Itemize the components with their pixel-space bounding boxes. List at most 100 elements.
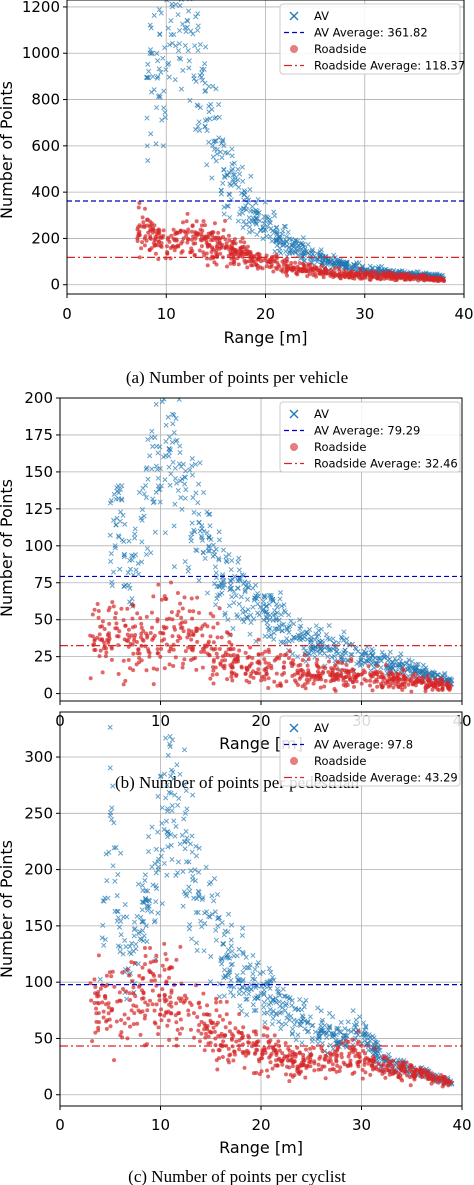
data-point (215, 655, 220, 660)
data-point (168, 245, 173, 250)
data-point (220, 1054, 225, 1059)
data-point (89, 998, 94, 1003)
data-point (246, 1040, 251, 1045)
data-point (144, 614, 149, 619)
data-point (192, 878, 198, 884)
legend-marker-x (289, 409, 299, 419)
data-point (144, 115, 150, 121)
data-point (176, 795, 182, 802)
data-point (212, 138, 218, 144)
data-point (261, 220, 267, 227)
data-point (255, 660, 260, 665)
data-point (135, 560, 141, 566)
data-point (117, 566, 123, 572)
data-point (342, 647, 348, 653)
data-point (296, 636, 302, 642)
data-point (272, 213, 278, 219)
data-point (234, 972, 240, 978)
x-tick-label: 10 (157, 305, 176, 323)
data-point (155, 667, 160, 672)
data-point (159, 597, 164, 602)
data-point (313, 623, 319, 629)
legend-box (279, 401, 461, 473)
data-point (349, 657, 354, 662)
data-point (209, 893, 215, 899)
data-point (151, 12, 157, 18)
data-point (253, 582, 259, 588)
data-point (420, 1075, 425, 1080)
data-point (217, 149, 224, 155)
legend-label: AV (314, 407, 329, 421)
data-point (159, 805, 165, 811)
data-point (150, 443, 156, 449)
data-point (280, 259, 285, 264)
data-point (202, 61, 208, 67)
data-point (162, 109, 168, 115)
data-point (331, 1031, 337, 1037)
data-point (315, 1005, 321, 1011)
data-point (205, 263, 210, 268)
data-point (150, 496, 156, 502)
data-point (271, 209, 277, 215)
data-point (295, 1032, 301, 1038)
data-point (254, 231, 260, 238)
data-point (204, 127, 210, 134)
data-point (326, 1024, 332, 1030)
data-point (181, 1000, 186, 1005)
data-point (269, 666, 274, 671)
data-point (133, 624, 138, 629)
data-point (201, 991, 206, 996)
data-point (248, 986, 255, 992)
data-point (104, 878, 110, 884)
data-point (307, 272, 312, 277)
data-point (122, 521, 128, 527)
data-point (108, 498, 114, 504)
data-point (317, 665, 322, 670)
data-point (142, 877, 148, 884)
data-point (169, 40, 175, 46)
data-point (407, 277, 412, 282)
data-point (148, 550, 154, 556)
data-point (127, 991, 132, 996)
data-point (172, 248, 177, 253)
data-point (157, 993, 162, 998)
data-point (359, 672, 364, 677)
data-point (231, 1033, 236, 1038)
data-point (216, 537, 222, 543)
data-point (298, 623, 304, 629)
data-point (168, 390, 172, 394)
data-point (281, 242, 287, 248)
data-point (125, 1036, 130, 1041)
data-point (195, 47, 201, 54)
data-point (145, 436, 151, 443)
data-point (136, 1008, 141, 1013)
y-tick-label: 400 (31, 183, 60, 201)
data-point (228, 922, 235, 928)
y-tick-label: 0 (43, 685, 53, 703)
data-point (353, 266, 359, 272)
data-point (221, 211, 227, 217)
data-point (218, 661, 223, 666)
data-point (256, 1057, 261, 1062)
data-point (326, 1060, 331, 1065)
data-point (291, 658, 296, 663)
data-point (323, 666, 328, 671)
data-point (238, 206, 244, 212)
data-point (100, 1000, 105, 1005)
data-point (213, 570, 219, 576)
data-point (191, 633, 196, 638)
data-point (246, 1033, 251, 1038)
data-point (140, 965, 145, 970)
data-point (196, 869, 202, 875)
data-point (101, 942, 107, 948)
data-point (166, 1018, 171, 1023)
data-point (176, 398, 182, 402)
data-point (277, 590, 284, 596)
data-point (228, 567, 234, 573)
data-point (140, 215, 145, 220)
data-point (245, 580, 252, 586)
data-point (252, 1051, 257, 1056)
data-point (186, 58, 192, 64)
data-point (115, 533, 122, 539)
data-point (172, 465, 178, 471)
